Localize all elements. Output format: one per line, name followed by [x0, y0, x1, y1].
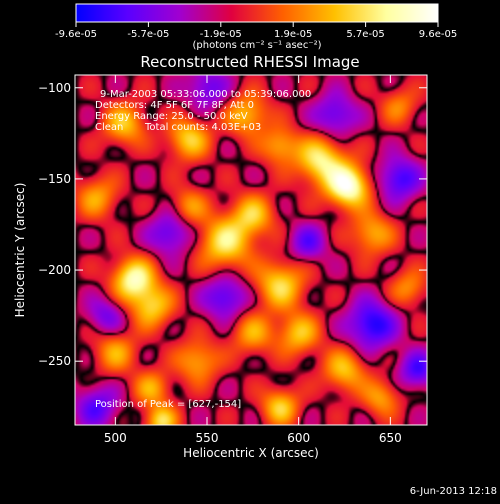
colorbar-tick-label: 5.7e-05: [346, 29, 384, 40]
y-tick-label: −200: [38, 263, 71, 277]
x-axis-ticks: 500 550 600 650: [104, 75, 402, 445]
annotation-clean: Clean: [95, 122, 123, 133]
x-tick-label: 600: [287, 431, 310, 445]
y-axis-ticks: −100 −150 −200 −250: [38, 81, 427, 368]
colorbar-ticks: -9.6e-05 -5.7e-05 -1.9e-05 1.9e-05 5.7e-05 9.…: [55, 22, 457, 40]
colorbar-tick-label: -1.9e-05: [200, 29, 242, 40]
annotation-energy: Energy Range: 25.0 - 50.0 keV: [95, 111, 248, 122]
annotation-peak: Position of Peak = [627,-154]: [95, 399, 241, 410]
colorbar: [75, 3, 439, 23]
colorbar-tick-label: 9.6e-05: [419, 29, 457, 40]
annotation-counts: Total counts: 4.03E+03: [144, 122, 261, 133]
footer-date: 6-Jun-2013 12:18: [410, 486, 497, 497]
annotation-time-range: 9-Mar-2003 05:33:06.000 to 05:39:06.000: [100, 89, 311, 100]
plot-frame: [74, 74, 428, 426]
heatmap-image: [75, 75, 427, 425]
x-axis-label: Heliocentric X (arcsec): [183, 446, 319, 460]
chart-title: Reconstructed RHESSI Image: [140, 53, 359, 71]
y-axis-label: Heliocentric Y (arcsec): [13, 183, 27, 318]
x-tick-label: 550: [196, 431, 219, 445]
x-tick-label: 500: [104, 431, 127, 445]
colorbar-tick-label: -5.7e-05: [127, 29, 169, 40]
x-tick-label: 650: [379, 431, 402, 445]
colorbar-unit-label: (photons cm⁻² s⁻¹ asec⁻²): [192, 40, 321, 51]
y-tick-label: −250: [38, 354, 71, 368]
colorbar-tick-label: 1.9e-05: [274, 29, 312, 40]
colorbar-tick-label: -9.6e-05: [55, 29, 97, 40]
annotation-detectors: Detectors: 4F 5F 6F 7F 8F, Att 0: [95, 100, 254, 111]
y-tick-label: −100: [38, 81, 71, 95]
y-tick-label: −150: [38, 172, 71, 186]
